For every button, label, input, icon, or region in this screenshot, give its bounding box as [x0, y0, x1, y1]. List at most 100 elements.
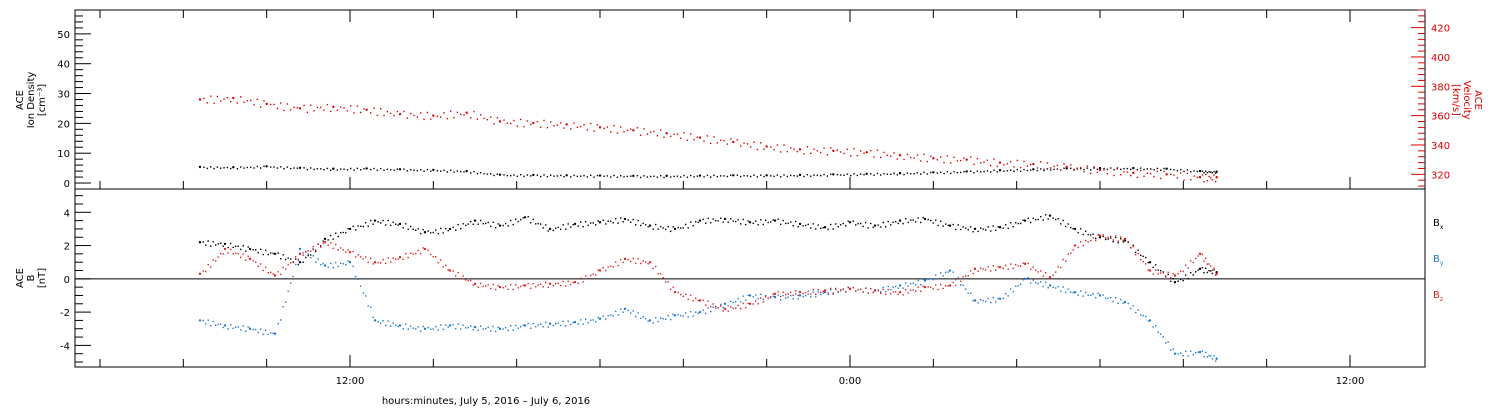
bx-series-sample	[1087, 233, 1089, 236]
by-series-point	[1198, 350, 1202, 354]
density-series-sample	[950, 172, 952, 175]
bx-series-sample	[937, 224, 939, 227]
bx-series-sample	[330, 234, 332, 237]
by-series-point	[523, 324, 527, 327]
velocity-series-sample	[623, 131, 625, 133]
density-series-sample	[240, 166, 242, 168]
bz-series-sample	[847, 286, 849, 288]
by-series-sample	[1102, 294, 1104, 296]
bx-series-sample	[607, 220, 609, 222]
velocity-series-sample	[406, 117, 409, 119]
bz-series-sample	[880, 292, 882, 294]
bx-series-sample	[480, 219, 482, 222]
bz-series-sample	[1201, 253, 1204, 255]
bz-series-sample	[1082, 244, 1084, 247]
density-series-sample	[586, 176, 589, 178]
bz-series-sample	[202, 270, 204, 272]
density-series-sample	[840, 174, 842, 176]
bz-series-sample	[920, 290, 922, 293]
field-tick-label: 4	[64, 208, 70, 219]
bz-series-sample	[347, 249, 349, 251]
density-series-sample	[450, 169, 452, 172]
bx-series-sample	[1208, 269, 1210, 272]
density-series-sample	[1006, 170, 1009, 172]
by-series-sample	[1155, 325, 1157, 327]
by-series-sample	[480, 325, 482, 328]
bz-series-sample	[957, 278, 959, 280]
by-series-sample	[452, 324, 454, 326]
velocity-series-sample	[483, 117, 485, 120]
bz-series-sample	[735, 307, 737, 309]
bx-series-sample	[665, 228, 667, 231]
density-series-point	[198, 165, 202, 169]
velocity-series-sample	[1163, 170, 1165, 173]
bx-series-sample	[652, 228, 654, 230]
bz-series-sample	[1162, 272, 1164, 274]
bx-series-sample	[842, 222, 844, 225]
density-series-sample	[306, 168, 309, 171]
velocity-series-sample	[886, 154, 889, 156]
bx-series-sample	[947, 224, 949, 227]
density-series-sample	[550, 174, 552, 176]
velocity-series-sample	[706, 135, 709, 137]
velocity-series-sample	[583, 124, 585, 126]
by-series-sample	[802, 296, 804, 298]
bx-series-point	[898, 219, 902, 222]
bx-series-sample	[510, 219, 512, 222]
by-series-sample	[815, 295, 817, 298]
velocity-series-sample	[813, 148, 815, 150]
bx-series-sample	[1206, 271, 1209, 274]
density-series-sample	[1130, 168, 1132, 171]
by-series-sample	[327, 266, 329, 268]
velocity-series-sample	[696, 136, 699, 138]
bx-series-point	[523, 216, 527, 219]
bz-series-sample	[520, 285, 522, 288]
bz-series-sample	[455, 275, 457, 277]
bx-series-sample	[440, 227, 442, 230]
velocity-series-sample	[326, 103, 329, 106]
velocity-series-sample	[1156, 170, 1159, 173]
bx-series-sample	[492, 221, 494, 224]
by-series-sample	[1042, 285, 1044, 288]
by-series-sample	[397, 325, 399, 328]
by-series-point	[498, 327, 502, 330]
density-series-sample	[796, 175, 799, 177]
by-series-sample	[605, 318, 607, 320]
bz-series-sample	[777, 291, 779, 293]
velocity-series-sample	[1006, 163, 1009, 165]
bz-series-point	[523, 284, 527, 287]
bx-series-sample	[747, 220, 749, 222]
by-series-sample	[930, 278, 932, 280]
by-series-sample	[1210, 355, 1212, 357]
density-series-sample	[750, 175, 752, 178]
velocity-series-sample	[710, 142, 712, 145]
bx-series-sample	[682, 227, 684, 229]
bx-series-sample	[270, 252, 272, 254]
bx-series-sample	[1095, 237, 1097, 240]
by-series-sample	[995, 301, 997, 303]
velocity-series-sample	[683, 132, 685, 134]
bx-series-sample	[1167, 273, 1169, 276]
bz-series-sample	[487, 284, 489, 286]
bx-series-sample	[895, 221, 897, 223]
bx-series-sample	[1067, 223, 1069, 225]
bx-series-sample	[340, 231, 342, 234]
bx-series-sample	[557, 226, 559, 229]
velocity-series-sample	[740, 145, 742, 147]
bx-series-sample	[280, 258, 282, 260]
bz-series-sample	[345, 251, 347, 253]
bx-series-sample	[637, 219, 639, 222]
bx-series-sample	[265, 249, 267, 252]
bx-series-sample	[735, 220, 737, 223]
bx-series-sample	[805, 224, 807, 227]
density-tick-label: 10	[57, 149, 70, 160]
velocity-series-sample	[840, 151, 842, 153]
bx-series-point	[273, 252, 277, 256]
bz-series-sample	[457, 272, 459, 274]
density-series-sample	[420, 168, 422, 171]
bx-series-sample	[877, 224, 879, 226]
velocity-series-sample	[630, 128, 632, 130]
bx-series-sample	[1090, 234, 1092, 236]
density-series-sample	[453, 171, 455, 173]
velocity-series-sample	[786, 150, 789, 153]
